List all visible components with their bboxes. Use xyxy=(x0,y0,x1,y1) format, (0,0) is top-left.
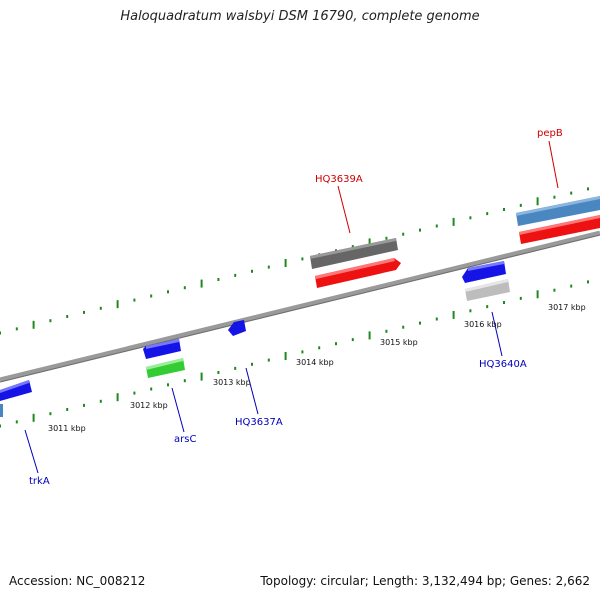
genome-backbone xyxy=(0,230,600,383)
gene-label-hq3637a[interactable]: HQ3637A xyxy=(235,417,283,428)
gene-hq3639a[interactable] xyxy=(310,238,398,269)
kbp-label-3015: 3015 kbp xyxy=(380,338,418,347)
genome-title: Haloquadratum walsbyi DSM 16790, complet… xyxy=(120,9,480,24)
gene-label-hq3639a[interactable]: HQ3639A xyxy=(315,174,363,185)
gene-hq3640a-gray[interactable] xyxy=(465,279,510,301)
tick-track-upper xyxy=(0,187,589,335)
leader-arsc xyxy=(171,387,185,433)
leader-hq3639a xyxy=(337,185,351,234)
accession-text: Accession: NC_008212 xyxy=(9,574,146,588)
gene-hq3640a[interactable] xyxy=(462,261,506,283)
kbp-label-3011: 3011 kbp xyxy=(48,424,86,433)
leader-hq3640a xyxy=(491,311,503,357)
tick-track-lower xyxy=(0,280,589,428)
gene-pepb-red[interactable] xyxy=(519,215,600,244)
leader-trka xyxy=(24,429,39,474)
kbp-label-3012: 3012 kbp xyxy=(130,401,168,410)
gene-label-pepb[interactable]: pepB xyxy=(537,128,563,139)
gene-label-trka[interactable]: trkA xyxy=(29,476,50,487)
gene-pepb[interactable] xyxy=(516,196,600,226)
gene-hq3637a[interactable] xyxy=(228,320,246,336)
gene-label-hq3640a[interactable]: HQ3640A xyxy=(479,359,527,370)
gene-label-arsc[interactable]: arsC xyxy=(174,434,196,445)
gene-hq3639a-red[interactable] xyxy=(315,258,401,288)
kbp-label-3013: 3013 kbp xyxy=(213,378,251,387)
kbp-label-3017: 3017 kbp xyxy=(548,303,586,312)
kbp-label-3014: 3014 kbp xyxy=(296,358,334,367)
gene-trka[interactable] xyxy=(0,380,32,417)
kbp-label-3016: 3016 kbp xyxy=(464,320,502,329)
gene-arsc[interactable] xyxy=(146,358,185,378)
leader-hq3637a xyxy=(245,367,259,415)
leader-pepb xyxy=(548,140,559,189)
genome-backbone-shadow xyxy=(0,234,600,383)
gene-arsc-blue[interactable] xyxy=(143,339,181,359)
genome-summary-text: Topology: circular; Length: 3,132,494 bp… xyxy=(260,574,590,588)
